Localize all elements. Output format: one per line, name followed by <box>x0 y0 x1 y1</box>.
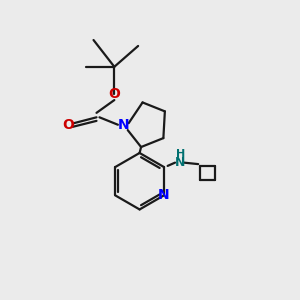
Text: O: O <box>62 118 74 132</box>
Text: N: N <box>158 188 170 202</box>
Text: O: O <box>108 86 120 100</box>
Text: H: H <box>176 149 185 159</box>
Text: N: N <box>175 156 186 169</box>
Text: N: N <box>117 118 129 132</box>
